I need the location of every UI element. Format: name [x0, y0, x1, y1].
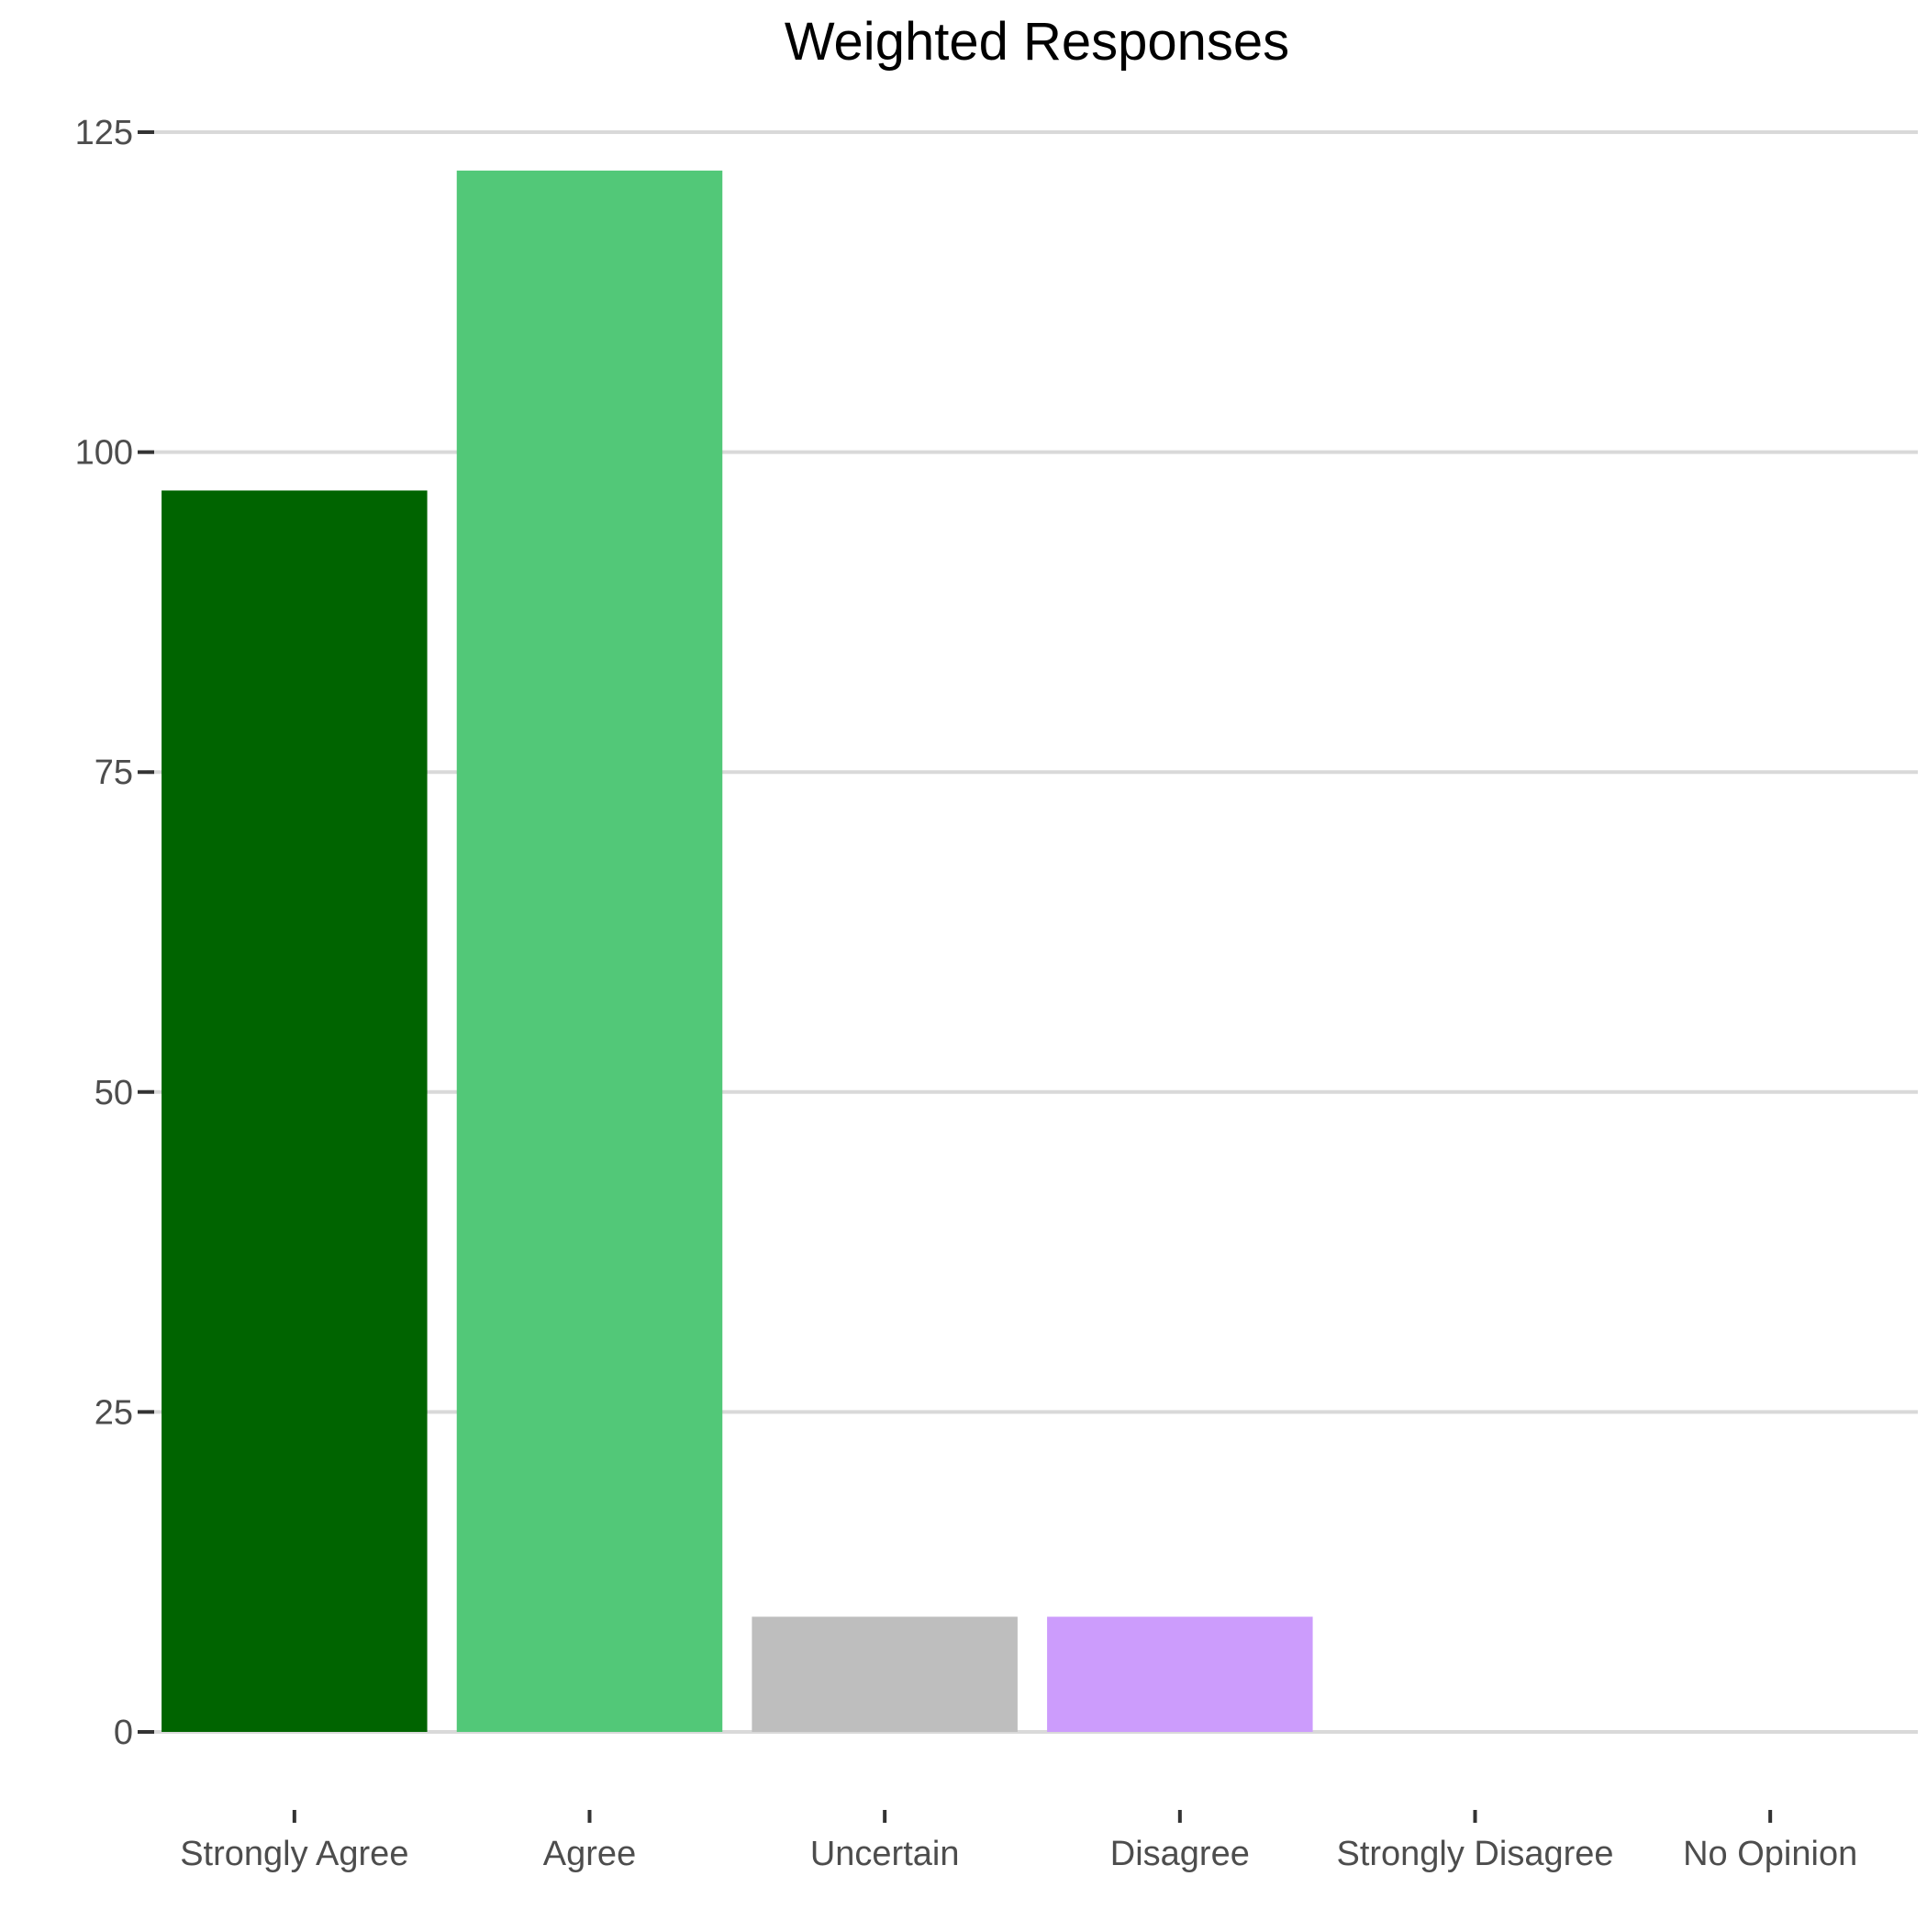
y-axis: 0 25 50 75 100 125 — [75, 114, 154, 1752]
y-tick-label: 0 — [114, 1714, 133, 1752]
bars — [162, 170, 1313, 1732]
grid-lines — [147, 130, 1918, 1734]
x-tick-label: No Opinion — [1683, 1835, 1857, 1873]
x-tick-label: Disagree — [1110, 1835, 1250, 1873]
bar-disagree — [1047, 1616, 1313, 1732]
x-axis: Strongly Agree Agree Uncertain Disagree Stro… — [180, 1810, 1857, 1873]
chart-title: Weighted Responses — [785, 12, 1289, 72]
y-tick-label: 125 — [75, 114, 133, 152]
x-tick-label: Agree — [543, 1835, 636, 1873]
y-tick-label: 100 — [75, 434, 133, 473]
x-tick-label: Strongly Disagree — [1336, 1835, 1613, 1873]
y-tick-label: 75 — [95, 754, 133, 792]
bar-agree — [456, 170, 723, 1732]
x-tick-label: Uncertain — [810, 1835, 960, 1873]
y-tick-label: 25 — [95, 1393, 133, 1432]
x-tick-label: Strongly Agree — [180, 1835, 408, 1873]
bar-uncertain — [752, 1616, 1018, 1732]
bar-strongly-agree — [162, 490, 428, 1732]
y-tick-label: 50 — [95, 1074, 133, 1112]
